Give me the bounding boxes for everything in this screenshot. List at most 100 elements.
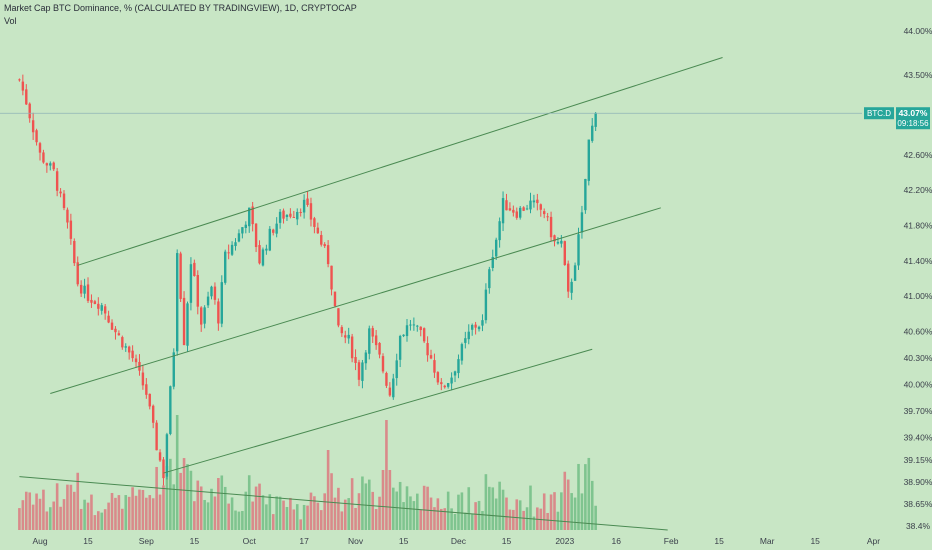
candle-body (31, 120, 35, 133)
volume-bar (505, 497, 508, 530)
volume-bar (518, 500, 522, 530)
price-axis[interactable]: 44.00% 43.50% 42.60% 42.20% 41.80% 41.40% 41.0… (904, 26, 932, 531)
candle-body (474, 324, 477, 328)
volume-bar (453, 513, 457, 530)
candle-body (248, 207, 251, 227)
candle-body (368, 328, 371, 354)
candle-body (422, 328, 426, 342)
candle-body (450, 377, 453, 384)
candle-body (498, 221, 501, 241)
volume-bar (289, 497, 292, 530)
volume-bar (343, 499, 347, 530)
y-tick-label: 40.30% (904, 353, 932, 363)
volume-bar (494, 498, 498, 530)
y-tick-label: 42.60% (904, 150, 932, 160)
volume-bar (512, 509, 515, 530)
volume-bar (491, 487, 495, 530)
candle-body (419, 326, 422, 331)
candle-body (69, 220, 73, 239)
volume-bar (333, 497, 337, 530)
volume-bar (594, 505, 597, 530)
candle-body (398, 336, 402, 360)
candle-body (275, 223, 278, 234)
trendline[interactable] (163, 348, 593, 474)
x-tick-label: Oct (243, 536, 257, 546)
volume-bar (155, 466, 158, 530)
candle-body (169, 386, 172, 434)
badge-symbol-bg (864, 107, 894, 120)
volume-bar (313, 496, 316, 530)
candle-body (587, 139, 590, 181)
candle-body (49, 163, 52, 166)
volume-bar (337, 487, 340, 530)
volume-bar (76, 472, 80, 530)
candle-body (55, 171, 59, 191)
y-tick-label: 38.65% (904, 499, 932, 509)
candle-body (512, 209, 515, 213)
badge-symbol: BTC.D (867, 109, 891, 118)
trendline[interactable] (50, 207, 661, 394)
candle-body (278, 211, 282, 223)
volume-bar (220, 475, 224, 530)
volume-bar (18, 508, 21, 530)
x-tick-label: 17 (299, 536, 309, 546)
y-tick-label: 38.4% (906, 521, 931, 531)
volume-bar (158, 494, 162, 530)
volume-bar (73, 491, 76, 530)
candle-body (217, 301, 220, 324)
volume-bar (546, 512, 549, 530)
volume-bar (560, 492, 563, 530)
volume-bar (124, 495, 128, 530)
chart-title: Market Cap BTC Dominance, % (CALCULATED … (4, 3, 357, 13)
volume-bar (151, 498, 155, 530)
volume-bar (213, 496, 217, 530)
candle-body (453, 371, 457, 376)
candle-body (313, 218, 316, 227)
volume-bar (258, 483, 261, 530)
volume-bar (21, 500, 25, 530)
volume-bar (481, 511, 484, 530)
candle-body (543, 211, 546, 215)
candle-body (573, 265, 577, 281)
trendline[interactable] (77, 57, 723, 266)
volume-bar (433, 507, 436, 530)
candle-body (591, 125, 594, 141)
volume-bar (295, 504, 299, 530)
volume-bar (443, 508, 447, 530)
volume-bar (374, 509, 378, 530)
trendline[interactable] (19, 476, 668, 531)
volume-bar (323, 493, 326, 530)
volume-bar (90, 494, 93, 530)
candle-body (378, 342, 381, 355)
candle-body (402, 334, 405, 337)
candle-body (350, 336, 354, 359)
volume-bar (206, 502, 210, 530)
volume-bar (584, 464, 587, 530)
volume-bar (330, 473, 333, 530)
volume-bar (244, 491, 248, 530)
candle-body (110, 322, 114, 330)
candle-body (182, 297, 186, 346)
volume-bar (117, 495, 121, 530)
volume-bar (162, 485, 165, 530)
volume-bar (230, 497, 234, 530)
volume-bar (31, 504, 35, 530)
volume-bar (114, 497, 117, 530)
volume-bar (110, 492, 114, 530)
volume-bar (247, 475, 251, 530)
volume-bar (488, 486, 491, 530)
candle-body (340, 327, 344, 334)
candle-body (570, 281, 573, 293)
time-axis[interactable]: Aug 15 Sep 15 Oct 17 Nov 15 Dec 15 2023 16 Feb 15 Mar 1… (32, 536, 880, 546)
candle-body (484, 289, 488, 321)
candle-body (580, 212, 584, 233)
candle-body (302, 199, 306, 213)
candle-body (577, 234, 580, 266)
candle-body (268, 228, 272, 251)
badge-value-bg (896, 107, 930, 130)
candle-body (316, 227, 320, 234)
volume-bar (361, 476, 364, 530)
candle-body (539, 204, 542, 210)
candle-body (429, 355, 433, 359)
